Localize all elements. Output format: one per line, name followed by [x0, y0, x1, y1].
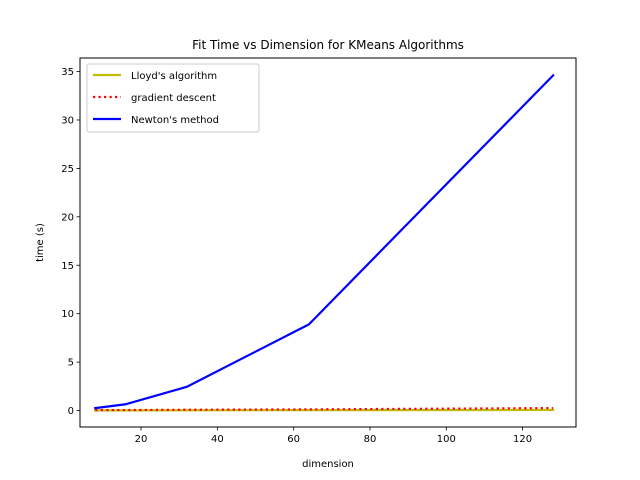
- y-tick-label: 15: [61, 261, 74, 272]
- x-axis: 20 40 60 80 100 120: [135, 427, 532, 445]
- legend-box: [86, 63, 260, 133]
- y-tick-label: 35: [61, 67, 74, 78]
- y-tick-label: 25: [61, 164, 74, 175]
- y-tick-label: 20: [61, 212, 74, 223]
- legend-label-1: Lloyd's algorithm: [131, 71, 217, 82]
- y-tick-label: 0: [68, 406, 74, 417]
- y-axis-label: time (s): [35, 223, 46, 262]
- legend-label-3: Newton's method: [131, 115, 219, 126]
- series-line-3: [94, 73, 555, 410]
- x-tick-label: 40: [211, 434, 224, 445]
- y-tick-label: 10: [61, 309, 74, 320]
- x-tick-label: 100: [437, 434, 456, 445]
- axes-frame: [79, 57, 577, 428]
- y-tick-label: 30: [61, 115, 74, 126]
- y-tick-label: 5: [68, 358, 74, 369]
- x-tick-label: 80: [364, 434, 377, 445]
- x-tick-label: 20: [135, 434, 148, 445]
- series-layer: [94, 73, 555, 412]
- x-tick-label: 60: [287, 434, 300, 445]
- legend: Lloyd's algorithm gradient descent Newton'…: [86, 63, 260, 133]
- legend-label-2: gradient descent: [131, 93, 216, 104]
- y-axis: 0 5 10 15 20 25 30 35: [61, 67, 80, 417]
- x-tick-label: 120: [513, 434, 532, 445]
- chart-title: Fit Time vs Dimension for KMeans Algorit…: [192, 38, 464, 52]
- x-axis-label: dimension: [302, 459, 354, 470]
